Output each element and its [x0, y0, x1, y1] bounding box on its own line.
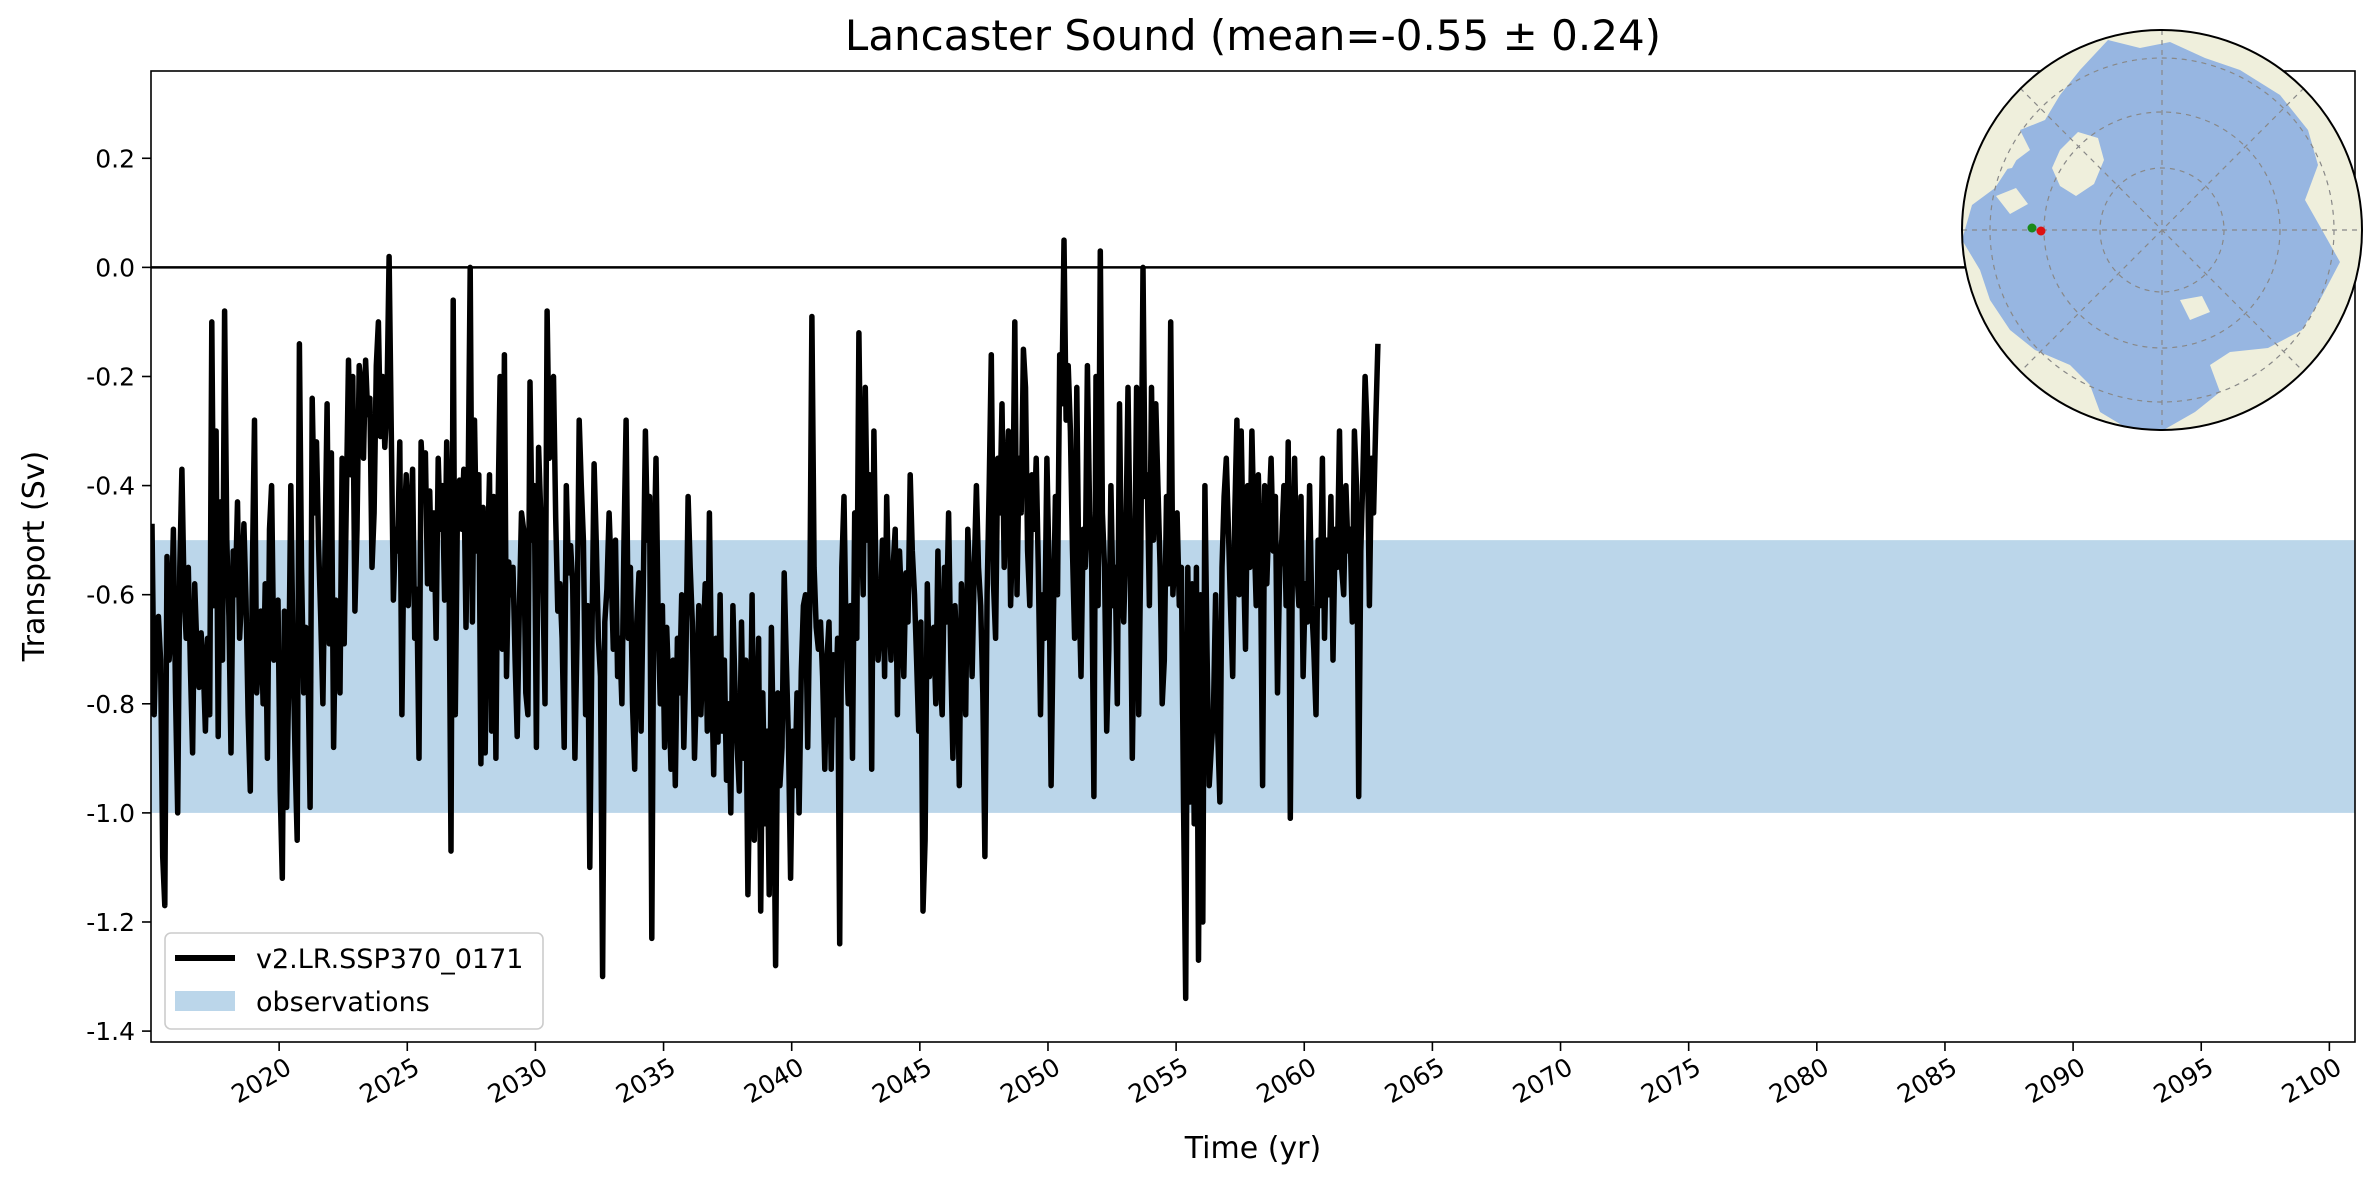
x-tick-label: 2100: [2277, 1052, 2347, 1109]
x-tick-label: 2045: [867, 1052, 937, 1109]
legend-swatch-band: [175, 991, 235, 1011]
inset-north-polar-map: [1961, 29, 2363, 431]
y-tick-label: -0.8: [86, 690, 135, 719]
y-tick-label: -1.0: [86, 799, 135, 828]
x-tick-label: 2065: [1380, 1052, 1450, 1109]
legend: v2.LR.SSP370_0171 observations: [164, 932, 544, 1030]
x-tick-label: 2075: [1636, 1052, 1706, 1109]
y-tick-label: 0.0: [95, 253, 135, 282]
x-tick-label: 2060: [1252, 1052, 1322, 1109]
x-tick-label: 2025: [355, 1052, 425, 1109]
chart-title: Lancaster Sound (mean=-0.55 ± 0.24): [845, 11, 1661, 60]
map-marker-start: [2027, 223, 2037, 233]
y-axis-label: Transport (Sv): [17, 451, 52, 663]
x-tick-label: 2095: [2149, 1052, 2219, 1109]
x-tick-label: 2070: [1508, 1052, 1578, 1109]
y-tick-label: -1.4: [86, 1017, 135, 1046]
y-tick-label: -1.2: [86, 908, 135, 937]
y-tick-label: -0.2: [86, 362, 135, 391]
x-tick-label: 2055: [1124, 1052, 1194, 1109]
plot-frame: [150, 70, 2356, 1043]
series-line-0: [151, 237, 1381, 1002]
map-greenland: [2052, 132, 2104, 196]
x-tick-label: 2085: [1892, 1052, 1962, 1109]
x-axis-label: Time (yr): [1184, 1131, 1321, 1166]
x-tick-label: 2020: [227, 1052, 297, 1109]
map-arctic-ocean: [1962, 40, 2340, 430]
x-tick-label: 2030: [483, 1052, 553, 1109]
y-tick-label: 0.2: [95, 144, 135, 173]
x-tick-label: 2050: [995, 1052, 1065, 1109]
legend-frame: [164, 932, 544, 1030]
legend-entry-line: v2.LR.SSP370_0171: [256, 944, 523, 975]
map-marker-end: [2036, 226, 2046, 236]
x-tick-label: 2090: [2020, 1052, 2090, 1109]
y-tick-label: -0.4: [86, 472, 135, 501]
x-tick-label: 2035: [611, 1052, 681, 1109]
x-tick-label: 2080: [1764, 1052, 1834, 1109]
map-border: [1961, 29, 2363, 431]
legend-entry-band: observations: [256, 987, 430, 1018]
y-tick-label: -0.6: [86, 581, 135, 610]
map-canadian-islands: [1978, 138, 2210, 320]
x-tick-label: 2040: [739, 1052, 809, 1109]
